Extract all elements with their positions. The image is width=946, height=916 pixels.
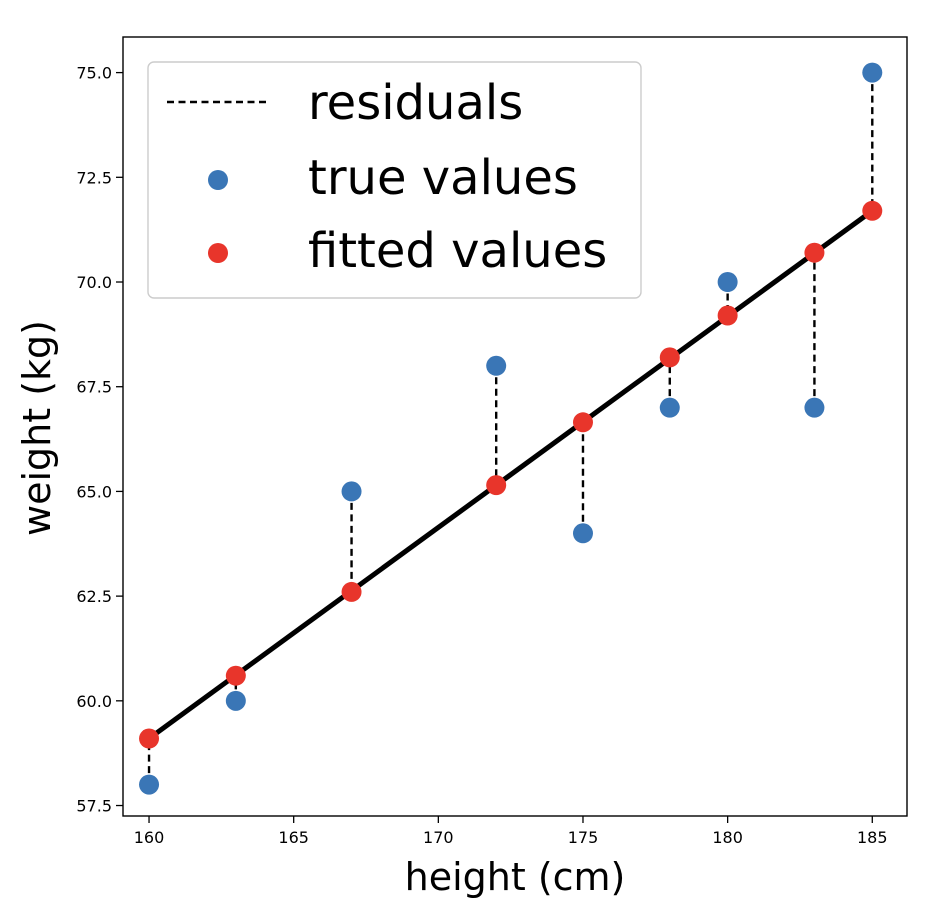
legend-box — [147, 61, 642, 299]
true-value-point — [862, 62, 883, 83]
fitted-value-point — [486, 475, 507, 496]
y-axis-label: weight (kg) — [15, 320, 59, 536]
true-value-point — [341, 481, 362, 502]
true-value-point — [225, 690, 246, 711]
x-tick-label: 160 — [134, 828, 165, 847]
x-axis-ticks: 160 165 170 175 180 185 — [134, 816, 888, 847]
fit-line — [147, 208, 874, 741]
legend-residuals-label: residuals — [308, 75, 523, 131]
true-value-point — [486, 355, 507, 376]
fit-line-layer — [147, 208, 874, 741]
fitted-value-point — [804, 242, 825, 263]
x-axis-label: height (cm) — [405, 855, 626, 899]
legend-true-values-swatch — [208, 170, 228, 190]
y-tick-label: 72.5 — [76, 168, 112, 187]
x-tick-label: 180 — [712, 828, 743, 847]
fitted-value-point — [717, 305, 738, 326]
true-value-point — [659, 397, 680, 418]
y-tick-label: 67.5 — [76, 378, 112, 397]
true-value-point — [139, 774, 160, 795]
legend-true-values-label: true values — [308, 150, 578, 206]
y-tick-label: 60.0 — [76, 692, 112, 711]
true-value-point — [717, 272, 738, 293]
legend: residuals true values fitted values — [147, 61, 642, 299]
y-tick-label: 65.0 — [76, 482, 112, 501]
legend-fitted-values-swatch — [208, 243, 228, 263]
y-tick-label: 57.5 — [76, 797, 112, 816]
fitted-value-point — [341, 581, 362, 602]
fitted-value-point — [572, 412, 593, 433]
plot-area-frame — [122, 36, 908, 817]
y-tick-label: 75.0 — [76, 64, 112, 83]
points-layer — [139, 62, 883, 795]
true-value-point — [572, 523, 593, 544]
x-tick-label: 175 — [568, 828, 599, 847]
residuals-layer — [147, 72, 874, 785]
fitted-value-point — [225, 665, 246, 686]
x-tick-label: 170 — [423, 828, 454, 847]
fitted-value-point — [139, 728, 160, 749]
x-tick-label: 165 — [278, 828, 309, 847]
legend-fitted-values-label: fitted values — [308, 223, 607, 279]
fitted-value-point — [659, 347, 680, 368]
y-tick-label: 70.0 — [76, 273, 112, 292]
fitted-value-point — [862, 200, 883, 221]
y-axis-ticks: 57.5 60.0 62.5 65.0 67.5 70.0 72.5 75.0 — [76, 64, 123, 816]
y-tick-label: 62.5 — [76, 587, 112, 606]
true-value-point — [804, 397, 825, 418]
x-tick-label: 185 — [857, 828, 888, 847]
